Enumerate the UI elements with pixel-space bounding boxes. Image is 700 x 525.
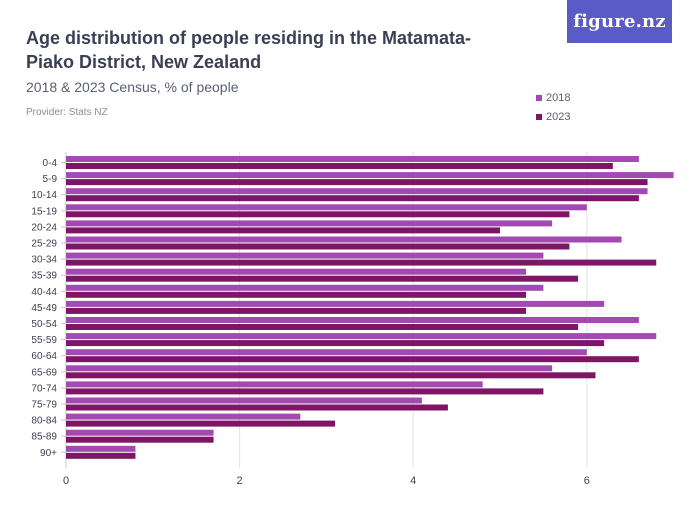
y-tick-label: 75-79 (31, 400, 57, 411)
bar-2018 (66, 252, 544, 259)
legend-label-2018: 2018 (546, 91, 571, 104)
x-tick-label: 6 (584, 475, 590, 487)
bar-2023 (66, 388, 544, 395)
bar-2023 (66, 227, 500, 234)
y-tick-label: 20-24 (31, 222, 57, 233)
bar-2018 (66, 381, 483, 388)
x-tick-label: 4 (410, 475, 416, 487)
bar-2018 (66, 300, 605, 307)
bar-2023 (66, 307, 527, 314)
chart-subtitle: 2018 & 2023 Census, % of people (26, 79, 239, 95)
bar-2023 (66, 243, 570, 250)
figure-nz-logo[interactable]: figure.nz (567, 0, 672, 43)
bar-2023 (66, 372, 596, 379)
y-tick-label: 50-54 (31, 319, 57, 330)
bar-2023 (66, 404, 448, 411)
y-tick-label: 85-89 (31, 432, 57, 443)
bar-2018 (66, 333, 657, 340)
bar-2023 (66, 340, 605, 347)
bar-2018 (66, 365, 553, 372)
bar-2018 (66, 204, 587, 211)
legend-label-2023: 2023 (546, 110, 571, 123)
bar-2023 (66, 163, 613, 169)
y-tick-label: 90+ (40, 448, 57, 459)
y-tick-label: 55-59 (31, 335, 57, 346)
chart-legend: 2018 2023 (536, 88, 570, 126)
bar-2018 (66, 429, 214, 436)
bar-2018 (66, 413, 301, 420)
y-tick-label: 40-44 (31, 287, 57, 298)
bar-2023 (66, 420, 336, 427)
bar-2018 (66, 172, 674, 179)
bar-2023 (66, 324, 579, 330)
y-tick-label: 5-9 (43, 174, 58, 185)
y-tick-label: 15-19 (31, 206, 57, 217)
bar-2023 (66, 291, 527, 298)
bar-2023 (66, 195, 639, 202)
legend-item-2023: 2023 (536, 107, 570, 126)
bar-2018 (66, 445, 136, 452)
bar-2018 (66, 236, 622, 243)
y-tick-label: 25-29 (31, 239, 57, 250)
y-tick-label: 10-14 (31, 190, 57, 201)
bar-2018 (66, 156, 639, 162)
bar-2018 (66, 349, 587, 356)
bar-2023 (66, 211, 570, 218)
bar-2023 (66, 259, 657, 266)
bar-2018 (66, 284, 544, 291)
bar-2018 (66, 397, 422, 404)
y-tick-label: 0-4 (43, 158, 58, 169)
bar-2018 (66, 220, 553, 227)
y-tick-label: 35-39 (31, 271, 57, 282)
bar-2023 (66, 452, 136, 459)
legend-swatch-2023 (536, 113, 542, 120)
bar-2023 (66, 275, 579, 282)
provider-credit: Provider: Stats NZ (26, 107, 108, 118)
y-tick-label: 80-84 (31, 416, 57, 427)
x-tick-label: 0 (63, 475, 69, 487)
y-tick-label: 30-34 (31, 255, 57, 266)
legend-swatch-2018 (536, 94, 542, 101)
y-tick-label: 60-64 (31, 351, 57, 362)
bar-2018 (66, 268, 527, 275)
legend-item-2018: 2018 (536, 88, 570, 107)
bar-2018 (66, 188, 648, 195)
bar-2023 (66, 436, 214, 443)
y-tick-label: 45-49 (31, 303, 57, 314)
bar-2018 (66, 317, 639, 323)
x-tick-label: 2 (237, 475, 243, 487)
bar-2023 (66, 179, 648, 186)
bar-2023 (66, 356, 639, 363)
y-tick-label: 65-69 (31, 367, 57, 378)
chart-title: Age distribution of people residing in t… (26, 28, 472, 72)
y-tick-label: 70-74 (31, 383, 57, 394)
